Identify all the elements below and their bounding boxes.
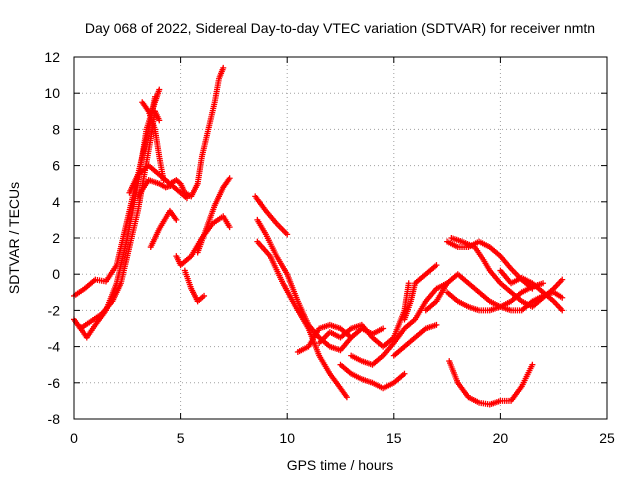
y-tick-label: -8 [48, 411, 61, 427]
data-point-plus [433, 262, 440, 269]
series-track-06 [134, 177, 190, 202]
y-tick-labels: -8 -6 -4 -2 0 2 4 6 8 10 12 [44, 49, 60, 427]
x-tick-label: 0 [70, 430, 78, 446]
y-tick-label: 12 [44, 49, 60, 65]
x-axis-label: GPS time / hours [287, 457, 394, 473]
series-track-13 [254, 238, 350, 401]
data-point-plus [540, 280, 547, 287]
data-marks [71, 64, 566, 408]
data-point-plus [343, 394, 350, 401]
data-point-plus [173, 216, 180, 223]
series-track-24 [497, 267, 566, 314]
y-tick-label: -2 [48, 302, 61, 318]
data-point-plus [201, 292, 208, 299]
series-track-11 [252, 193, 291, 238]
data-point-plus [183, 195, 190, 202]
data-point-plus [226, 175, 233, 182]
series-track-05 [126, 64, 227, 200]
data-point-plus [226, 224, 233, 231]
series-track-19 [401, 262, 440, 323]
axis-ticks [73, 56, 608, 420]
data-point-plus [559, 294, 566, 301]
series-track-10 [194, 175, 233, 256]
data-point-plus [559, 276, 566, 283]
x-tick-label: 15 [386, 430, 402, 446]
x-tick-label: 25 [599, 430, 615, 446]
y-tick-label: 2 [52, 230, 60, 246]
x-tick-label: 20 [493, 430, 509, 446]
series-track-07 [147, 207, 180, 251]
y-tick-label: 4 [52, 194, 60, 210]
x-tick-label: 10 [279, 430, 295, 446]
series-track-09 [181, 267, 208, 305]
data-point-plus [156, 86, 163, 93]
series-track-17 [337, 361, 408, 392]
y-tick-label: -6 [48, 375, 61, 391]
series-track-15 [316, 280, 412, 350]
data-point-plus [401, 370, 408, 377]
data-point-plus [405, 280, 412, 287]
x-tick-label: 5 [177, 430, 185, 446]
y-tick-label: 6 [52, 158, 60, 174]
series-track-18 [390, 321, 440, 359]
y-tick-label: 8 [52, 121, 60, 137]
data-point-plus [156, 117, 163, 124]
y-tick-label: 0 [52, 266, 60, 282]
data-point-plus [529, 361, 536, 368]
data-point-plus [380, 325, 387, 332]
data-point-plus [220, 64, 227, 71]
series-track-16 [348, 280, 451, 368]
data-point-plus [559, 307, 566, 314]
series-track-25 [446, 358, 536, 408]
chart-title: Day 068 of 2022, Sidereal Day-to-day VTE… [85, 20, 595, 36]
y-tick-label: -4 [48, 339, 61, 355]
data-point-plus [284, 231, 291, 238]
y-axis-label: SDTVAR / TECUs [6, 182, 22, 294]
data-point-plus [433, 321, 440, 328]
data-point-plus [529, 285, 536, 292]
x-tick-labels: 0 5 10 15 20 25 [70, 430, 615, 446]
y-tick-label: 10 [44, 85, 60, 101]
